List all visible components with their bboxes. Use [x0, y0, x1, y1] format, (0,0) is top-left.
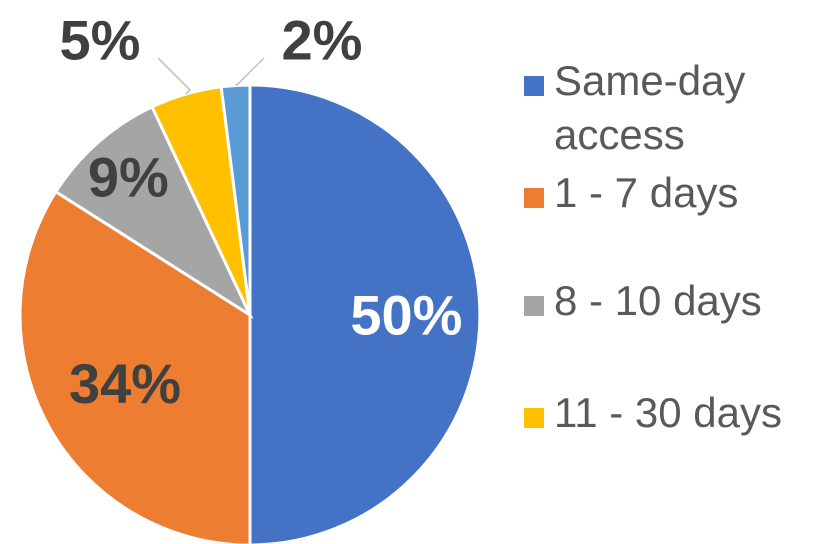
pie-slice-1	[248, 83, 482, 544]
data-label-4: 5%	[60, 9, 141, 72]
legend-item-1-7-days: 1 - 7 days	[524, 166, 794, 220]
legend-item-11-30-days: 11 - 30 days	[524, 386, 794, 440]
leader-line-5	[235, 57, 265, 87]
data-label-3: 9%	[88, 145, 169, 208]
data-labels: 50% 34% 9% 5% 2%	[60, 9, 463, 416]
legend-label: 8 - 10 days	[554, 277, 762, 324]
pie-slices	[18, 83, 482, 544]
data-label-5: 2%	[282, 9, 363, 72]
leader-lines	[157, 57, 265, 95]
leader-line-4	[157, 57, 192, 95]
legend-label: Same-day access	[554, 57, 746, 158]
legend-swatch	[524, 296, 544, 316]
pie-slice-3	[53, 104, 254, 320]
legend-item-same-day: Same-day access	[524, 54, 794, 162]
legend-swatch	[524, 76, 544, 96]
data-label-1: 50%	[350, 284, 462, 347]
legend-label: 11 - 30 days	[554, 389, 783, 436]
data-label-2: 34%	[69, 352, 181, 415]
legend-item-8-10-days: 8 - 10 days	[524, 274, 794, 328]
legend-label: 1 - 7 days	[554, 169, 739, 216]
legend-swatch	[524, 188, 544, 208]
legend-swatch	[524, 408, 544, 428]
pie-slice-5	[219, 83, 252, 316]
